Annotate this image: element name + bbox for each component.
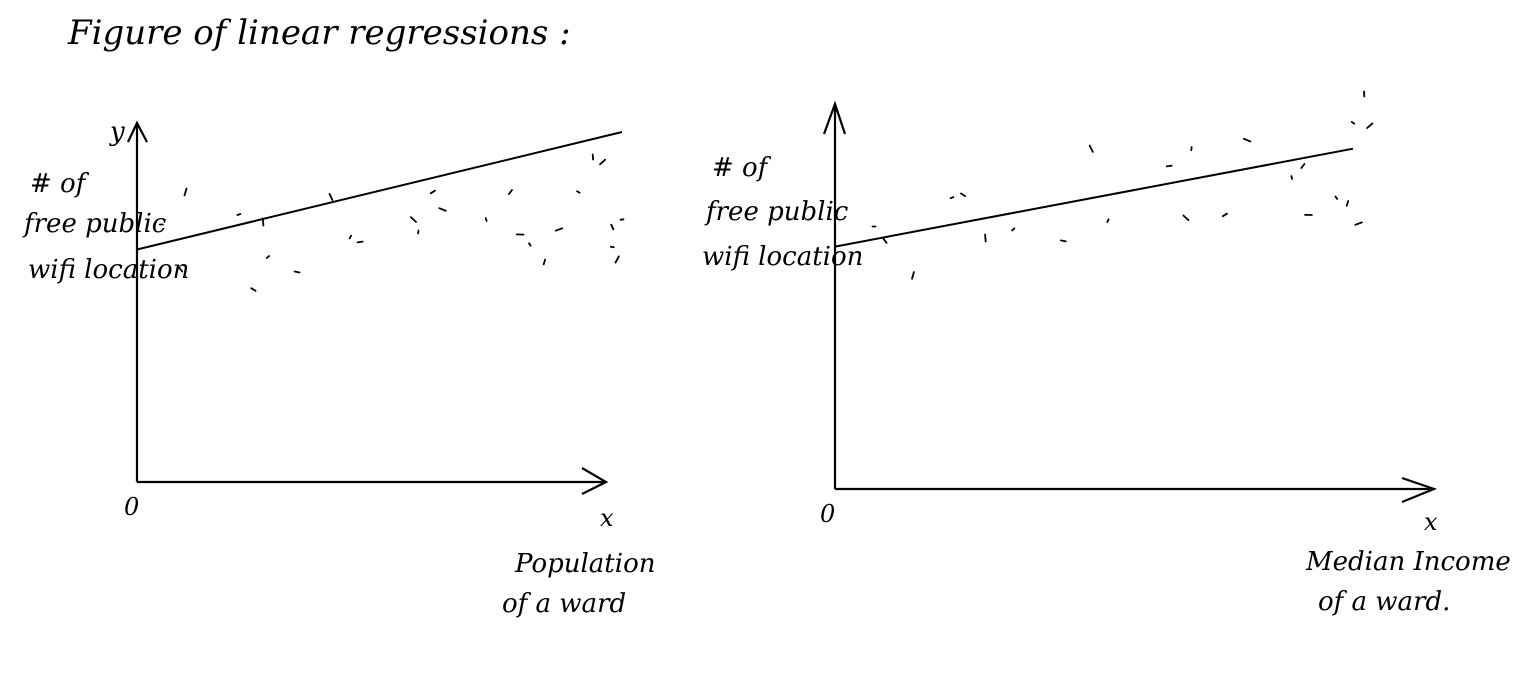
y-label-line-1: # of <box>30 169 90 199</box>
y-label-line-2: free public <box>704 197 849 227</box>
chart-median-income: x 0 # of free public wifi location Media… <box>702 90 1519 617</box>
x-axis-label: Population of a ward <box>502 549 664 619</box>
origin-label: 0 <box>820 500 835 528</box>
scatter-point <box>1350 121 1356 125</box>
scatter-point <box>1088 144 1094 153</box>
scatter-point <box>984 233 987 243</box>
scatter-point <box>1345 200 1350 207</box>
scatter-point <box>438 207 447 212</box>
x-label-line-2: of a ward. <box>1318 587 1450 617</box>
y-label-line-3: wifi location <box>28 255 189 285</box>
scatter-point <box>949 196 955 200</box>
y-axis-arrow-icon <box>127 120 148 143</box>
scatter-point <box>1182 214 1190 222</box>
y-axis-label: # of free public wifi location <box>702 153 863 272</box>
scatter-point <box>882 237 888 244</box>
scatter-point <box>1300 163 1306 169</box>
scatter-point <box>576 190 581 194</box>
scatter-point <box>356 240 364 244</box>
scatter-point <box>1334 195 1339 200</box>
scatter-point <box>1060 239 1067 243</box>
scatter-point <box>429 189 436 195</box>
scatter-point <box>183 187 188 197</box>
scatter-point <box>507 189 513 195</box>
scatter-point <box>178 266 184 273</box>
scatter-point <box>609 245 615 249</box>
scatter-point <box>1290 175 1293 180</box>
scatter-point <box>293 270 301 274</box>
scatter-marks <box>158 153 625 292</box>
scatter-point <box>599 158 607 166</box>
scatter-point <box>960 192 967 198</box>
scatter-point <box>265 255 271 259</box>
x-label-line-1: Median Income <box>1305 547 1511 577</box>
scatter-point <box>542 258 546 266</box>
x-label-line-1: Population <box>514 549 655 579</box>
scatter-point <box>409 216 417 223</box>
y-label-line-1: # of <box>712 153 772 183</box>
scatter-point <box>1011 227 1016 232</box>
y-label-line-2: free public <box>22 209 167 239</box>
page-title: Figure of linear regressions : <box>67 13 571 53</box>
scatter-point <box>484 217 488 222</box>
y-axis-letter: y <box>109 117 125 147</box>
scatter-point <box>236 213 242 216</box>
scatter-point <box>1106 218 1110 224</box>
scatter-marks <box>871 90 1374 280</box>
chart-population: y x 0 # of free public wifi location Pop… <box>22 117 664 619</box>
scatter-point <box>328 192 334 202</box>
y-axis-label: # of free public wifi location <box>22 169 189 285</box>
y-axis-arrow-icon <box>822 100 847 135</box>
x-axis-arrow-icon <box>581 467 609 495</box>
scatter-point <box>528 242 532 247</box>
scatter-point <box>554 227 564 232</box>
scatter-point <box>348 234 353 240</box>
scatter-point <box>610 223 615 231</box>
scatter-point <box>1354 221 1363 226</box>
scatter-point <box>1243 137 1252 143</box>
x-axis-arrow-icon <box>1401 476 1438 504</box>
origin-label: 0 <box>124 493 139 521</box>
scatter-point <box>1165 164 1173 168</box>
x-label-line-2: of a ward <box>502 589 626 619</box>
scatter-point <box>250 287 257 292</box>
x-axis-letter: x <box>600 504 614 532</box>
scatter-point <box>911 271 915 280</box>
regression-line <box>834 147 1354 248</box>
scatter-point <box>614 255 620 264</box>
x-axis-label: Median Income of a ward. <box>1305 547 1519 617</box>
scatter-point <box>1366 122 1374 129</box>
regression-line <box>136 131 623 251</box>
x-axis-letter: x <box>1424 508 1438 536</box>
scatter-point <box>1221 212 1228 218</box>
